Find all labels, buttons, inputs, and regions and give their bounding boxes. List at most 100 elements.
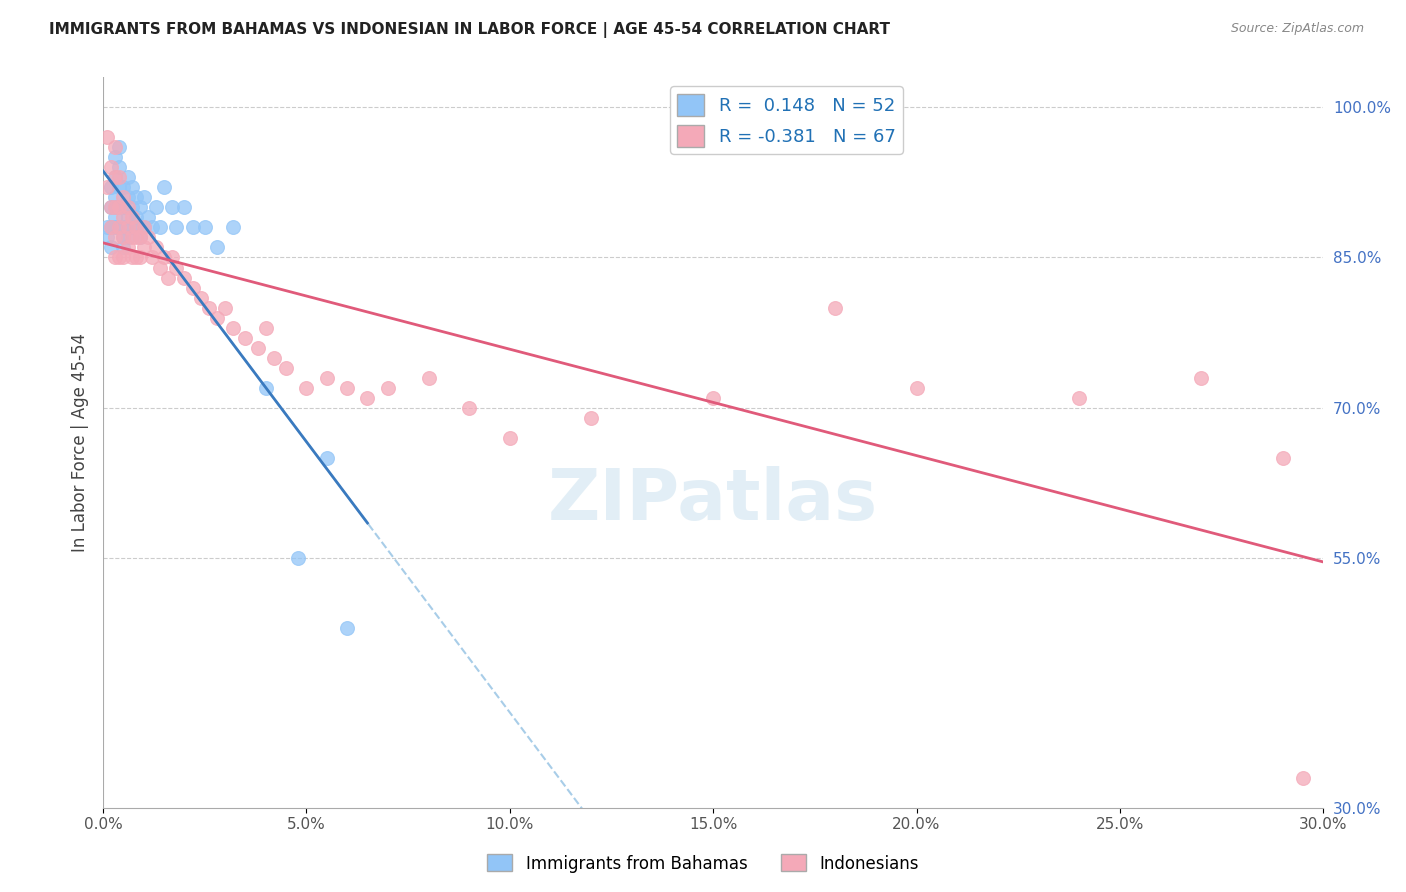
Point [100,201,122,215]
Point [124,190,146,204]
Point [702,391,724,405]
Point [112,180,135,194]
Point [117,170,139,185]
Point [104,151,127,165]
Point [356,391,378,405]
Point [194,220,217,235]
Point [104,201,127,215]
Point [315,450,337,465]
Point [108,220,131,235]
Point [165,260,187,275]
Point [295,380,318,394]
Point [96,130,118,145]
Point [96,180,118,194]
Point [254,320,277,334]
Point [121,230,143,244]
Point [149,220,172,235]
Point [104,170,127,185]
Point [246,341,269,355]
Point [112,240,135,254]
Point [222,320,245,334]
Point [1271,450,1294,465]
Point [905,380,928,394]
Point [181,280,204,294]
Point [141,220,163,235]
Point [112,220,135,235]
Point [121,201,143,215]
Point [198,301,221,315]
Point [112,230,135,244]
Point [149,260,172,275]
Point [108,161,131,175]
Point [121,251,143,265]
Point [141,251,163,265]
Point [157,270,180,285]
Point [100,201,122,215]
Point [377,380,399,394]
Point [108,201,131,215]
Point [418,370,440,384]
Point [128,230,150,244]
Point [108,201,131,215]
Point [108,170,131,185]
Point [579,410,602,425]
Point [336,380,359,394]
Point [124,251,146,265]
Point [173,201,195,215]
Point [104,220,127,235]
Point [205,310,228,325]
Point [173,270,195,285]
Text: Source: ZipAtlas.com: Source: ZipAtlas.com [1230,22,1364,36]
Point [121,220,143,235]
Point [132,220,155,235]
Legend: Immigrants from Bahamas, Indonesians: Immigrants from Bahamas, Indonesians [481,847,925,880]
Point [1189,370,1212,384]
Point [117,211,139,225]
Point [263,351,285,365]
Point [96,230,118,244]
Point [117,240,139,254]
Point [145,201,167,215]
Legend: R =  0.148   N = 52, R = -0.381   N = 67: R = 0.148 N = 52, R = -0.381 N = 67 [671,87,903,154]
Text: IMMIGRANTS FROM BAHAMAS VS INDONESIAN IN LABOR FORCE | AGE 45-54 CORRELATION CHA: IMMIGRANTS FROM BAHAMAS VS INDONESIAN IN… [49,22,890,38]
Point [136,230,159,244]
Point [222,220,245,235]
Point [112,230,135,244]
Point [100,220,122,235]
Point [124,230,146,244]
Point [205,240,228,254]
Point [100,180,122,194]
Point [108,251,131,265]
Point [458,401,481,415]
Point [315,370,337,384]
Point [100,240,122,254]
Point [96,220,118,235]
Point [112,190,135,204]
Point [1292,771,1315,785]
Point [145,240,167,254]
Point [132,240,155,254]
Point [165,220,187,235]
Point [287,550,309,565]
Point [128,230,150,244]
Point [153,251,176,265]
Point [100,161,122,175]
Y-axis label: In Labor Force | Age 45-54: In Labor Force | Age 45-54 [72,333,89,552]
Point [181,220,204,235]
Point [499,431,522,445]
Point [104,201,127,215]
Text: ZIPatlas: ZIPatlas [548,467,879,535]
Point [190,291,212,305]
Point [153,180,176,194]
Point [108,180,131,194]
Point [824,301,846,315]
Point [100,220,122,235]
Point [108,220,131,235]
Point [112,201,135,215]
Point [117,220,139,235]
Point [112,211,135,225]
Point [124,220,146,235]
Point [276,360,298,375]
Point [117,190,139,204]
Point [1069,391,1091,405]
